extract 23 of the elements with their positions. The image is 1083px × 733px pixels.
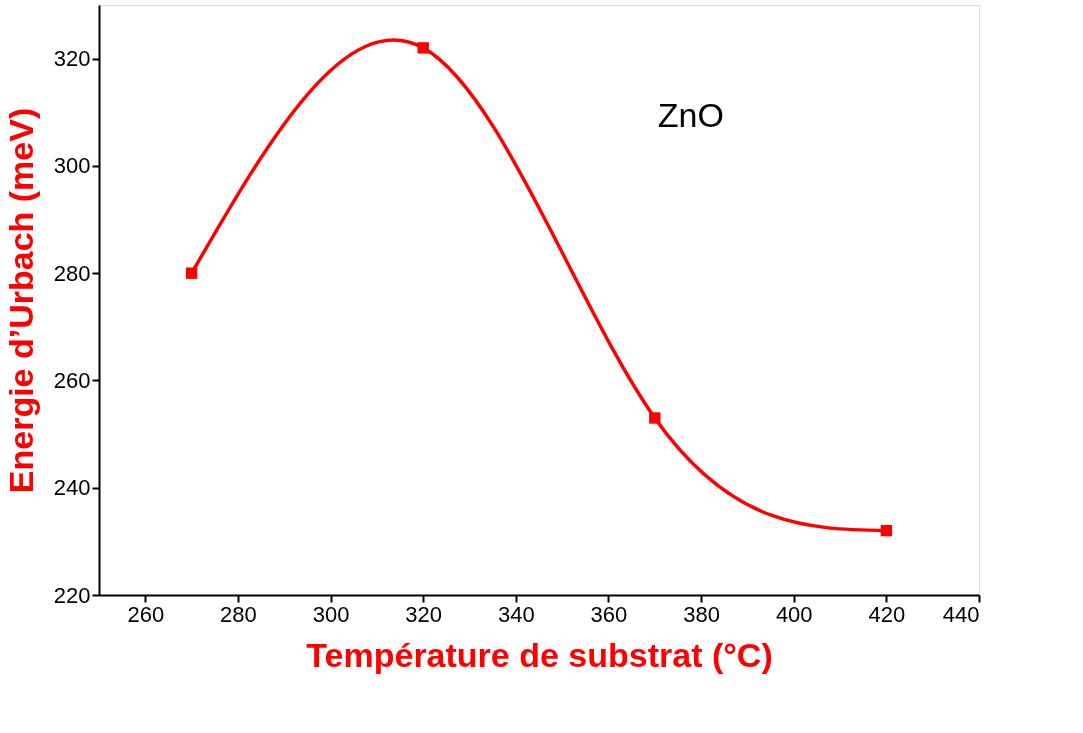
x-tick-label: 280: [220, 601, 257, 627]
annotation: ZnO: [657, 96, 724, 135]
point: [880, 524, 893, 537]
x-tick-label: 300: [312, 601, 350, 627]
y-tick-label: 260: [53, 367, 91, 393]
y-tick-label: 300: [53, 153, 91, 179]
x-tick-label: 380: [683, 601, 720, 627]
point: [185, 267, 198, 279]
y-tick-label: 220: [53, 582, 91, 608]
x-tick-label: 400: [775, 601, 813, 627]
x-tick-label: 320: [405, 601, 443, 627]
point: [417, 42, 429, 54]
x-tick-label: 420: [868, 601, 906, 627]
y-axis-title: Energie d’Urbach (meV): [1, 107, 40, 494]
y-tick-label: 280: [53, 260, 91, 286]
point: [649, 412, 661, 424]
x-tick-label: 360: [590, 601, 628, 627]
x-tick-label: 440: [942, 601, 980, 627]
y-tick-label: 320: [53, 46, 91, 72]
y-tick-label: 240: [53, 475, 91, 501]
x-axis-title: Température de substrat (°C): [306, 635, 773, 674]
x-tick-label: 340: [497, 601, 535, 627]
x-tick-label: 260: [127, 601, 165, 627]
